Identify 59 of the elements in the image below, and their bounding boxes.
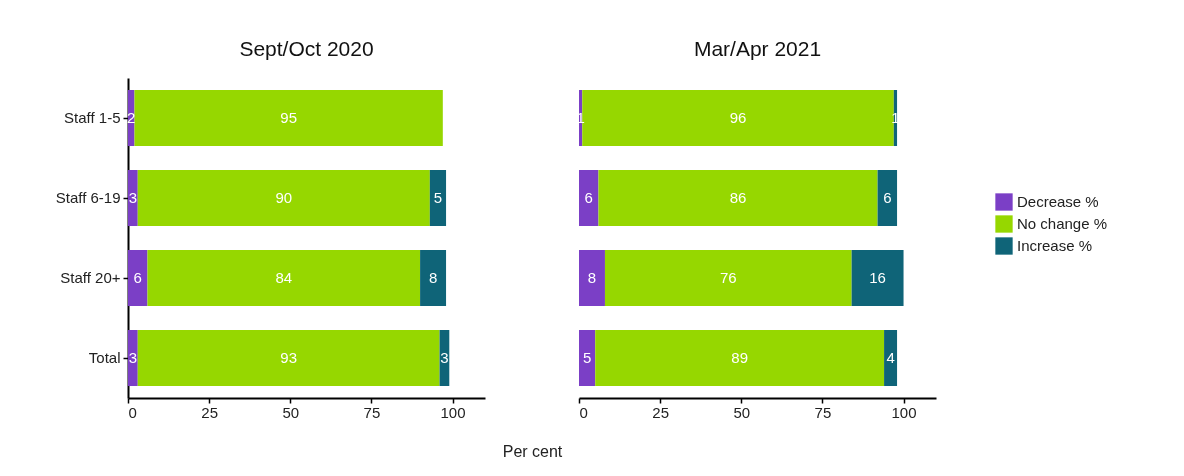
data-label: 86 <box>729 189 747 206</box>
data-label: 3 <box>128 189 138 206</box>
bar <box>851 250 904 306</box>
data-label: 6 <box>883 189 892 206</box>
y-tick-label: Total <box>88 349 121 366</box>
data-label: 95 <box>280 109 297 126</box>
y-tick-label: Staff 6-19 <box>55 189 121 206</box>
data-label: 3 <box>440 349 449 366</box>
data-label: 90 <box>275 189 293 206</box>
data-label: 76 <box>719 269 737 286</box>
chart-title: Sept/Oct 2020 <box>239 37 374 60</box>
x-tick-label: 50 <box>282 403 300 421</box>
bar <box>884 330 898 386</box>
bar <box>579 330 596 386</box>
x-tick-label: 25 <box>652 403 669 421</box>
data-label: 5 <box>433 189 443 206</box>
bar <box>128 250 148 306</box>
bar <box>147 250 421 306</box>
y-tick-label: Staff 1-5 <box>64 109 121 126</box>
bar <box>429 170 447 226</box>
bar <box>598 170 878 226</box>
bar <box>137 330 440 386</box>
y-tick-label: Staff 20+ <box>60 269 121 286</box>
data-label: 8 <box>587 269 597 286</box>
x-tick-label: 0 <box>128 403 137 421</box>
legend-label: Increase % <box>1017 237 1093 254</box>
chart-title: Mar/Apr 2021 <box>693 37 822 60</box>
x-tick-label: 100 <box>891 403 917 421</box>
data-label: 16 <box>869 269 886 286</box>
x-tick-label: 100 <box>440 403 466 421</box>
bar <box>579 170 599 226</box>
data-label: 4 <box>886 349 895 366</box>
x-tick-label: 75 <box>363 403 381 421</box>
data-label: 6 <box>584 189 593 206</box>
x-tick-label: 25 <box>201 403 218 421</box>
x-tick-label: 50 <box>733 403 751 421</box>
data-label: 89 <box>731 349 748 366</box>
bar <box>604 250 852 306</box>
data-label: 8 <box>428 269 438 286</box>
bar <box>420 250 447 306</box>
data-label: 84 <box>275 269 293 286</box>
x-tick-label: 0 <box>579 403 588 421</box>
x-axis-title: Per cent <box>502 442 563 460</box>
data-label: 93 <box>280 349 297 366</box>
bar <box>137 170 430 226</box>
bar <box>579 250 605 306</box>
bar <box>582 90 894 146</box>
bar <box>134 90 443 146</box>
data-label: 3 <box>128 349 138 366</box>
bar <box>128 170 138 226</box>
legend-label: No change % <box>1017 215 1108 232</box>
data-label: 96 <box>729 109 747 126</box>
bar <box>877 170 898 226</box>
legend-label: Decrease % <box>1017 193 1099 210</box>
bar <box>595 330 885 386</box>
data-label: 5 <box>582 349 592 366</box>
x-tick-label: 75 <box>814 403 832 421</box>
data-label: 6 <box>133 269 142 286</box>
bar <box>128 330 138 386</box>
